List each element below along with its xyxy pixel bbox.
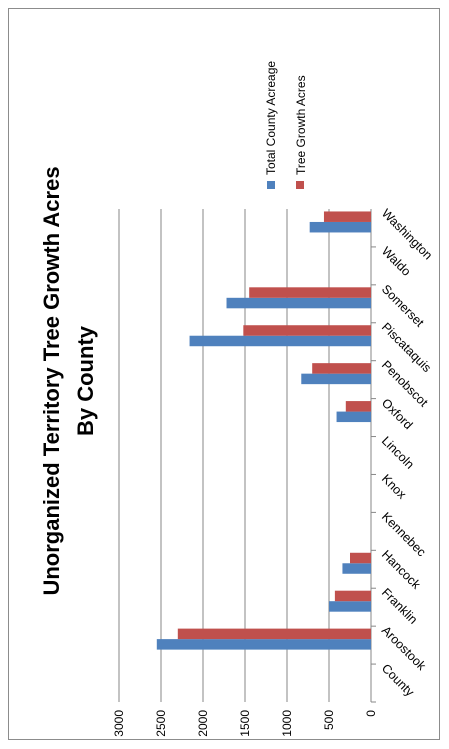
bar — [309, 221, 371, 233]
bar — [342, 563, 371, 574]
bar — [336, 411, 371, 423]
value-tick-label: 3000 — [112, 710, 126, 737]
legend-swatch-tree — [296, 181, 304, 189]
value-tick-label: 1500 — [238, 710, 252, 737]
bar — [345, 401, 371, 412]
bar — [189, 335, 371, 347]
legend-swatch-total — [267, 181, 275, 189]
chart-subtitle: By County — [73, 325, 98, 436]
bar — [350, 552, 371, 564]
bar — [312, 363, 371, 374]
category-label: County — [379, 661, 417, 699]
value-tick-label: 0 — [364, 710, 378, 717]
bar — [301, 373, 371, 385]
bar — [334, 590, 371, 602]
bar — [329, 601, 371, 612]
category-label: Lincoln — [379, 434, 417, 472]
value-tick-label: 2500 — [154, 710, 168, 737]
category-label: Oxford — [379, 396, 415, 432]
value-tick-label: 2000 — [196, 710, 210, 737]
category-label: Franklin — [379, 585, 420, 626]
chart-title: Unorganized Territory Tree Growth Acres — [39, 166, 64, 595]
plot-area — [118, 209, 376, 703]
value-axis-ticks: 0 500 1000 1500 2000 2500 3000 — [112, 710, 378, 737]
legend: Total County Acreage Tree Growth Acres — [264, 61, 308, 189]
bar — [156, 639, 371, 650]
legend-label-tree: Tree Growth Acres — [294, 75, 308, 175]
bar-chart: 0 500 1000 1500 2000 2500 3000 CountyAroostook… — [39, 61, 435, 737]
bar — [249, 287, 371, 298]
value-tick-label: 1000 — [280, 710, 294, 737]
bar — [226, 297, 371, 309]
legend-label-total: Total County Acreage — [264, 61, 278, 175]
category-label: Waldo — [379, 244, 414, 279]
bar — [177, 628, 371, 640]
value-tick-label: 500 — [322, 710, 336, 730]
category-label: Knox — [379, 472, 410, 503]
chart-frame: 0 500 1000 1500 2000 2500 3000 County Aroostook… — [8, 8, 440, 740]
category-axis-labels: CountyAroostookFranklinHancockKennebecKn… — [379, 206, 435, 700]
bar — [323, 211, 371, 222]
bar — [243, 325, 371, 336]
